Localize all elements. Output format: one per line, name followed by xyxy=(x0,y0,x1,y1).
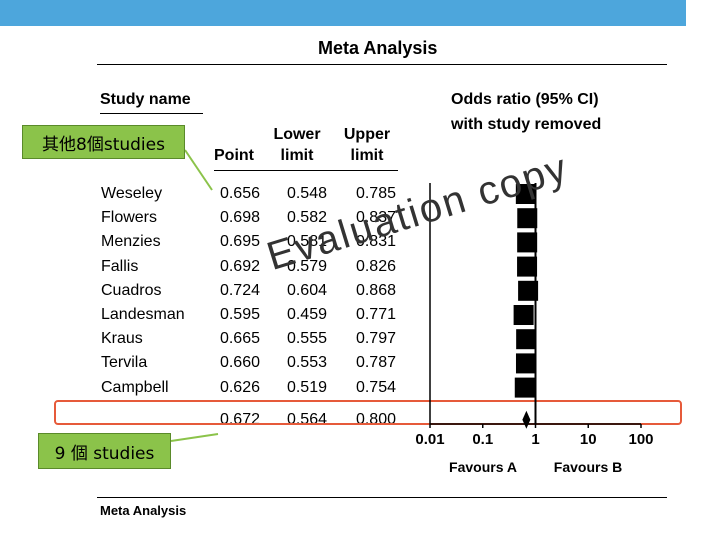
point-marker xyxy=(513,305,534,325)
point-cell: 0.698 xyxy=(219,209,260,227)
footer-rule xyxy=(97,497,667,498)
upper-cell: 0.785 xyxy=(355,185,396,202)
point-cell: 0.660 xyxy=(219,354,260,372)
lower-cell: 0.604 xyxy=(286,281,327,299)
study-name-cell: Menzies xyxy=(101,233,161,251)
x-tick-label: 1 xyxy=(531,431,539,448)
callout-pointer-top xyxy=(184,149,213,191)
lower-cell: 0.548 xyxy=(286,185,327,202)
point-marker xyxy=(517,256,538,277)
point-marker xyxy=(515,184,536,204)
callout-other-studies: 其他8個studies xyxy=(22,125,185,159)
top-color-bar xyxy=(0,0,686,26)
lower-cell: 0.459 xyxy=(286,306,327,323)
x-tick-label: 100 xyxy=(628,431,653,448)
favours-b-label: Favours B xyxy=(554,459,622,475)
upper-cell: 0.837 xyxy=(355,209,396,227)
upper-cell: 0.754 xyxy=(355,378,396,396)
study-name-cell: Flowers xyxy=(101,209,158,227)
lower-cell: 0.553 xyxy=(286,354,327,372)
upper-cell: 0.868 xyxy=(355,281,396,299)
point-cell: 0.692 xyxy=(219,257,260,275)
study-name-cell: Kraus xyxy=(101,330,143,348)
page-title: Meta Analysis xyxy=(318,38,438,58)
lower-cell: 0.581 xyxy=(286,233,327,251)
study-name-cell: Landesman xyxy=(101,306,185,323)
point-marker xyxy=(515,353,536,374)
lower-cell: 0.519 xyxy=(286,378,327,396)
header-lower-1: Lower xyxy=(273,126,321,143)
upper-cell: 0.797 xyxy=(355,330,396,348)
callout-nine-studies: 9 個 studies xyxy=(38,433,171,469)
study-name-cell: Tervila xyxy=(101,354,148,372)
x-tick-label: 10 xyxy=(580,431,597,448)
summary-diamond xyxy=(522,410,531,429)
lower-cell: 0.582 xyxy=(286,209,327,227)
study-name-cell: Campbell xyxy=(101,378,169,396)
point-cell: 0.656 xyxy=(219,185,260,202)
x-tick-label: 0.01 xyxy=(415,431,444,448)
title-rule xyxy=(97,64,667,65)
favours-a-label: Favours A xyxy=(449,459,517,475)
callout-pointer-bottom xyxy=(170,433,219,442)
lower-cell: 0.555 xyxy=(286,330,327,348)
header-lower-2: limit xyxy=(280,147,314,164)
header-point: Point xyxy=(214,147,254,164)
lower-cell: 0.579 xyxy=(286,257,327,275)
x-tick-label: 0.1 xyxy=(472,431,493,448)
footer-label: Meta Analysis xyxy=(100,503,187,518)
study-name-cell: Weseley xyxy=(101,185,163,202)
study-name-cell: Cuadros xyxy=(101,281,162,299)
upper-cell: 0.826 xyxy=(355,257,396,275)
header-plot-2: with study removed xyxy=(451,116,602,133)
header-study-name: Study name xyxy=(100,91,191,108)
upper-cell: 0.771 xyxy=(355,306,396,323)
point-cell: 0.595 xyxy=(219,306,260,323)
header-rule xyxy=(214,170,398,171)
header-upper-2: limit xyxy=(350,147,384,164)
point-marker xyxy=(518,280,539,301)
point-cell: 0.695 xyxy=(219,233,260,251)
header-plot-1: Odds ratio (95% CI) xyxy=(451,91,599,108)
upper-cell: 0.831 xyxy=(355,233,396,251)
point-marker xyxy=(514,377,535,398)
point-cell: 0.626 xyxy=(219,378,260,396)
point-marker xyxy=(517,208,538,229)
point-cell: 0.724 xyxy=(219,281,260,299)
upper-cell: 0.787 xyxy=(355,354,396,372)
study-name-underline xyxy=(100,113,203,114)
header-upper-1: Upper xyxy=(343,126,391,143)
point-marker xyxy=(516,329,537,350)
point-marker xyxy=(517,232,538,253)
point-cell: 0.665 xyxy=(219,330,260,348)
study-name-cell: Fallis xyxy=(101,257,139,275)
summary-highlight-box xyxy=(54,400,682,425)
